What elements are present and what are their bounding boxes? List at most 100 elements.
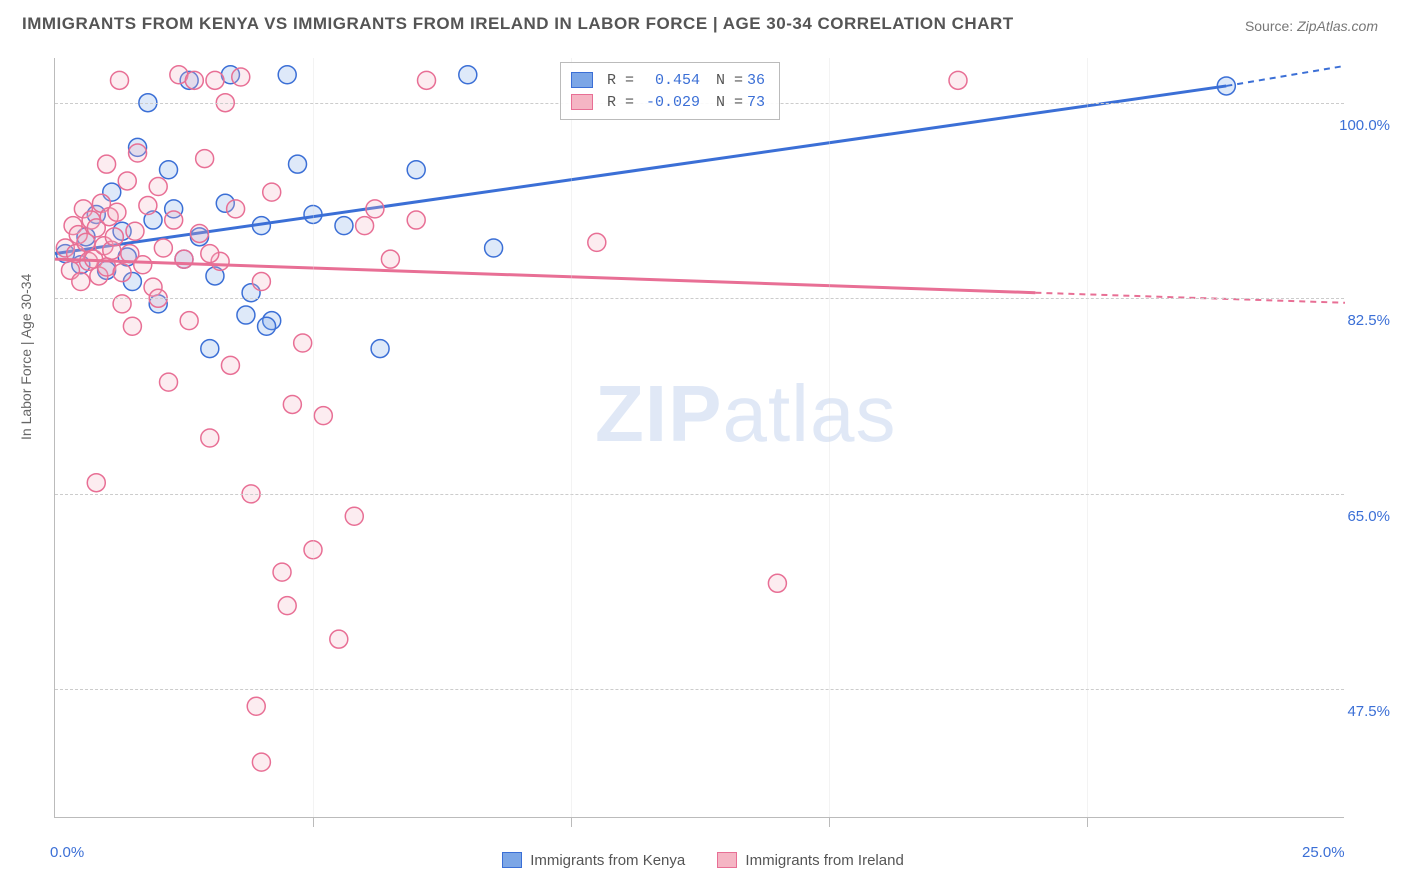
- data-point: [134, 256, 152, 274]
- data-point: [252, 753, 270, 771]
- data-point: [111, 71, 129, 89]
- data-point: [160, 373, 178, 391]
- data-point: [175, 250, 193, 268]
- trend-line: [55, 259, 1035, 293]
- data-point: [221, 356, 239, 374]
- data-point: [190, 224, 208, 242]
- data-point: [258, 317, 276, 335]
- data-point: [407, 211, 425, 229]
- data-point: [381, 250, 399, 268]
- data-point: [129, 144, 147, 162]
- data-point: [294, 334, 312, 352]
- r-label: R =: [607, 72, 634, 89]
- data-point: [278, 66, 296, 84]
- data-point: [283, 395, 301, 413]
- chart-title: IMMIGRANTS FROM KENYA VS IMMIGRANTS FROM…: [22, 14, 1014, 34]
- data-point: [485, 239, 503, 257]
- data-point: [201, 245, 219, 263]
- data-point: [252, 273, 270, 291]
- legend-row-ireland: R = -0.029 N = 73: [571, 91, 765, 113]
- source-label: Source:: [1245, 18, 1293, 34]
- data-point: [232, 68, 250, 86]
- x-tick-label: 25.0%: [1302, 844, 1345, 861]
- data-point: [160, 161, 178, 179]
- n-value-kenya: 36: [747, 72, 765, 89]
- data-point: [263, 183, 281, 201]
- plot-area: ZIPatlas: [54, 58, 1344, 818]
- data-point: [335, 217, 353, 235]
- swatch-kenya: [571, 72, 593, 88]
- chart-svg: [55, 58, 1345, 818]
- r-label: R =: [607, 94, 634, 111]
- legend-label-kenya: Immigrants from Kenya: [530, 852, 685, 869]
- legend-item-kenya: Immigrants from Kenya: [502, 852, 685, 869]
- n-label: N =: [716, 94, 743, 111]
- y-tick-label: 65.0%: [1347, 508, 1390, 525]
- data-point: [123, 317, 141, 335]
- data-point: [273, 563, 291, 581]
- legend-label-ireland: Immigrants from Ireland: [745, 852, 903, 869]
- data-point: [165, 211, 183, 229]
- data-point: [196, 150, 214, 168]
- data-point: [330, 630, 348, 648]
- data-point: [768, 574, 786, 592]
- y-axis-label: In Labor Force | Age 30-34: [18, 274, 34, 440]
- n-label: N =: [716, 72, 743, 89]
- data-point: [345, 507, 363, 525]
- data-point: [108, 203, 126, 221]
- data-point: [201, 429, 219, 447]
- data-point: [407, 161, 425, 179]
- correlation-legend: R = 0.454 N = 36 R = -0.029 N = 73: [560, 62, 780, 120]
- legend-item-ireland: Immigrants from Ireland: [717, 852, 903, 869]
- gridline-h: [55, 689, 1344, 690]
- legend-row-kenya: R = 0.454 N = 36: [571, 69, 765, 91]
- data-point: [98, 155, 116, 173]
- gridline-v: [313, 58, 314, 817]
- series-legend: Immigrants from Kenya Immigrants from Ir…: [0, 852, 1406, 873]
- data-point: [371, 340, 389, 358]
- data-point: [366, 200, 384, 218]
- gridline-v: [1087, 58, 1088, 817]
- x-tick: [829, 817, 830, 827]
- data-point: [139, 197, 157, 215]
- data-point: [247, 697, 265, 715]
- r-value-kenya: 0.454: [638, 72, 700, 89]
- data-point: [126, 222, 144, 240]
- data-point: [237, 306, 255, 324]
- source-value: ZipAtlas.com: [1297, 18, 1378, 34]
- x-tick-label: 0.0%: [50, 844, 84, 861]
- r-value-ireland: -0.029: [638, 94, 700, 111]
- data-point: [149, 178, 167, 196]
- data-point: [314, 407, 332, 425]
- swatch-kenya-icon: [502, 852, 522, 868]
- swatch-ireland-icon: [717, 852, 737, 868]
- swatch-ireland: [571, 94, 593, 110]
- data-point: [180, 312, 198, 330]
- data-point: [201, 340, 219, 358]
- data-point: [418, 71, 436, 89]
- data-point: [289, 155, 307, 173]
- data-point: [949, 71, 967, 89]
- data-point: [588, 233, 606, 251]
- source-citation: Source: ZipAtlas.com: [1245, 18, 1378, 34]
- data-point: [227, 200, 245, 218]
- gridline-v: [571, 58, 572, 817]
- y-tick-label: 100.0%: [1339, 117, 1390, 134]
- n-value-ireland: 73: [747, 94, 765, 111]
- data-point: [113, 264, 131, 282]
- data-point: [206, 71, 224, 89]
- data-point: [278, 597, 296, 615]
- data-point: [87, 474, 105, 492]
- gridline-v: [829, 58, 830, 817]
- x-tick: [313, 817, 314, 827]
- data-point: [356, 217, 374, 235]
- y-tick-label: 82.5%: [1347, 312, 1390, 329]
- data-point: [105, 228, 123, 246]
- data-point: [459, 66, 477, 84]
- trend-line-dashed: [1226, 66, 1345, 86]
- data-point: [154, 239, 172, 257]
- data-point: [185, 71, 203, 89]
- gridline-h: [55, 298, 1344, 299]
- x-tick: [1087, 817, 1088, 827]
- y-tick-label: 47.5%: [1347, 703, 1390, 720]
